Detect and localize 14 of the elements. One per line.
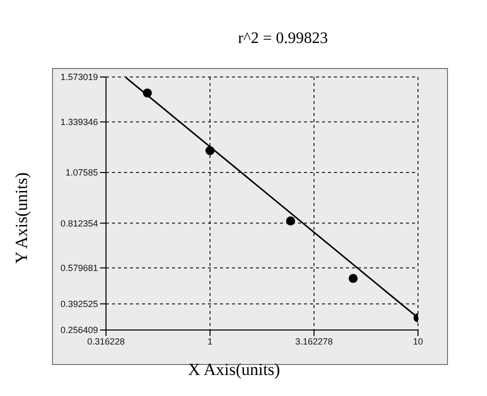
y-tick-label: 1.339346 — [60, 117, 98, 128]
chart-title: r^2 = 0.99823 — [238, 30, 328, 48]
x-tick-label: 10 — [412, 336, 424, 346]
x-tick-label: 1 — [207, 336, 213, 346]
y-tick-label: 0.256409 — [60, 325, 98, 336]
x-tick-label: 3.162278 — [295, 336, 333, 346]
x-tick-label: 0.316228 — [87, 336, 125, 346]
y-tick-label: 0.812354 — [60, 218, 98, 228]
y-tick-label: 1.573019 — [60, 72, 98, 82]
y-tick-label: 0.392525 — [60, 299, 98, 310]
x-axis-title: X Axis(units) — [188, 360, 280, 380]
y-axis-title: Y Axis(units) — [12, 172, 32, 264]
y-tick-label: 1.07585 — [65, 168, 98, 178]
y-tick-label: 0.579681 — [60, 263, 98, 274]
